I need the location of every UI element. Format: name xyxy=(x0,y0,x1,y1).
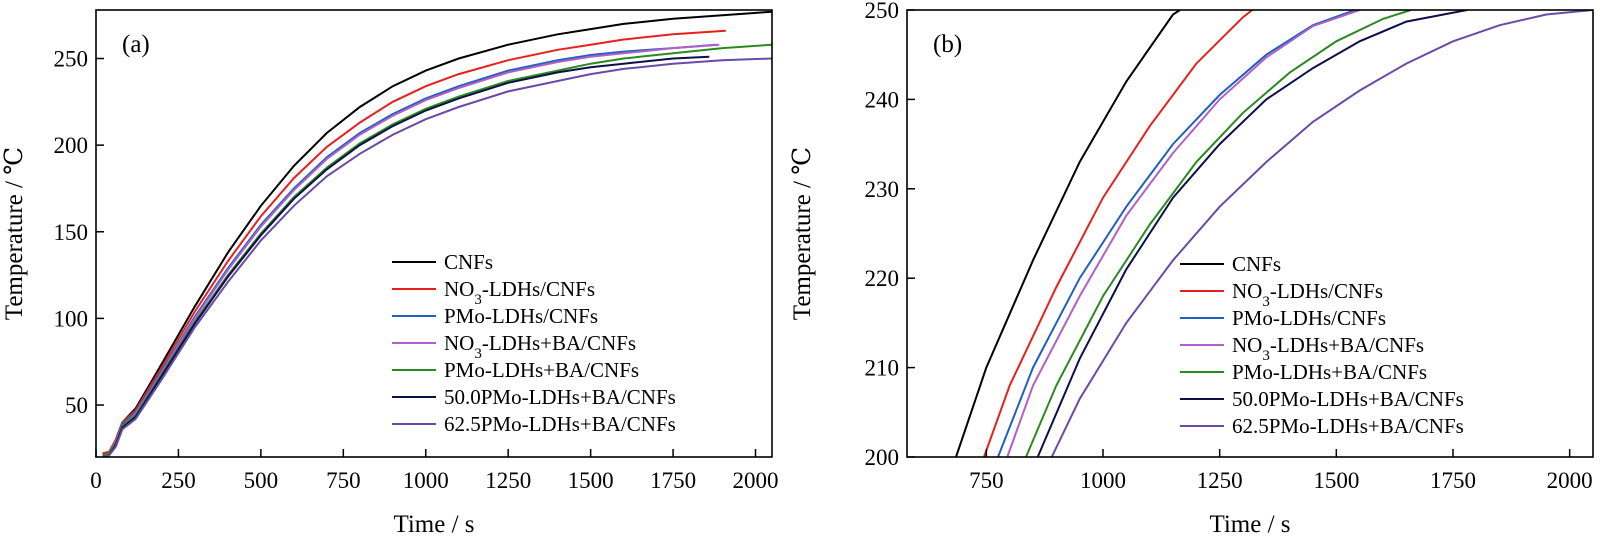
panel-a-plot-frame xyxy=(95,9,773,458)
panel-b-x-tick-label-1: 1000 xyxy=(1080,468,1126,493)
panel-a-x-tick-label-4: 1000 xyxy=(403,468,449,493)
panel-a-panel-label: (a) xyxy=(122,31,150,58)
panel-b-y-axis-title: Temperature / ℃ xyxy=(789,147,816,320)
panel-a-y-tick-label-1: 100 xyxy=(54,306,89,331)
panel-a-series-line-2 xyxy=(102,29,726,455)
panel-a-y-axis-title: Temperature / ℃ xyxy=(1,147,28,320)
panel-a-legend-label-7: 62.5PMo-LDHs+BA/CNFs xyxy=(444,412,676,436)
panel-a-series-line-3 xyxy=(102,43,716,457)
panel-a-legend-label-2: NO3-LDHs/CNFs xyxy=(444,277,595,308)
panel-a-x-tick-label-8: 2000 xyxy=(733,468,779,493)
panel-a-x-tick-label-0: 0 xyxy=(90,468,102,493)
panel-b-legend-label-1: CNFs xyxy=(1232,252,1281,276)
panel-a-series-line-5 xyxy=(102,43,772,457)
panel-b-panel-label: (b) xyxy=(933,31,962,58)
panel-a-series-line-6 xyxy=(102,55,710,457)
panel-b-x-axis-title: Time / s xyxy=(1209,511,1290,538)
panel-b-legend-label-2: NO3-LDHs/CNFs xyxy=(1232,279,1383,310)
panel-a-legend-label-6: 50.0PMo-LDHs+BA/CNFs xyxy=(444,385,676,409)
panel-b-series-line-4 xyxy=(1006,10,1361,457)
panel-b-x-tick-label-2: 1250 xyxy=(1197,468,1243,493)
panel-a-x-tick-label-5: 1250 xyxy=(485,468,531,493)
panel-b: 750 1000 1250 1500 1750 2000 200 210 220 230 240 25… xyxy=(789,0,1594,538)
panel-b-y-tick-label-5: 250 xyxy=(865,0,900,23)
panel-a: 0 250 500 750 1000 1250 1500 1750 2000 50 100 150 20… xyxy=(1,9,779,538)
panel-a-legend-label-4: NO3-LDHs+BA/CNFs xyxy=(444,331,636,362)
panel-b-series-line-6 xyxy=(1036,10,1468,457)
panel-b-y-tick-label-2: 220 xyxy=(865,266,900,291)
panel-a-x-tick-label-7: 1750 xyxy=(650,468,696,493)
panel-a-y-tick-label-3: 200 xyxy=(54,133,89,158)
panel-a-x-tick-label-6: 1500 xyxy=(568,468,614,493)
panel-a-legend-label-3: PMo-LDHs/CNFs xyxy=(444,304,598,328)
panel-a-x-tick-label-1: 250 xyxy=(161,468,196,493)
panel-b-x-tick-label-4: 1750 xyxy=(1430,468,1476,493)
panel-a-x-axis-title: Time / s xyxy=(393,511,474,538)
panel-b-x-tick-label-0: 750 xyxy=(969,468,1004,493)
panel-b-y-tick-label-4: 240 xyxy=(865,87,900,112)
panel-b-series-line-7 xyxy=(1050,10,1593,457)
panel-b-y-tick-label-3: 230 xyxy=(865,177,900,202)
panel-a-legend-label-1: CNFs xyxy=(444,250,493,274)
panel-a-series-line-7 xyxy=(102,57,772,457)
panel-a-y-tick-label-2: 150 xyxy=(54,220,89,245)
panel-b-x-tick-label-5: 2000 xyxy=(1547,468,1593,493)
panel-b-legend-label-5: PMo-LDHs+BA/CNFs xyxy=(1232,360,1427,384)
panel-b-legend-label-4: NO3-LDHs+BA/CNFs xyxy=(1232,333,1424,364)
panel-a-x-tick-label-2: 500 xyxy=(244,468,279,493)
panel-b-legend-label-3: PMo-LDHs/CNFs xyxy=(1232,306,1386,330)
panel-a-y-tick-label-4: 250 xyxy=(54,47,89,72)
panel-b-series-line-1 xyxy=(955,10,1181,457)
panel-b-series-line-5 xyxy=(1025,10,1412,457)
panel-a-x-tick-label-3: 750 xyxy=(326,468,361,493)
panel-b-series-group xyxy=(955,10,1593,457)
panel-b-y-tick-label-1: 210 xyxy=(865,356,900,381)
panel-b-x-tick-label-3: 1500 xyxy=(1313,468,1359,493)
panel-a-y-tick-label-0: 50 xyxy=(65,393,88,418)
panel-b-series-line-3 xyxy=(997,10,1356,457)
panel-b-y-tick-label-0: 200 xyxy=(865,445,900,470)
panel-a-series-group xyxy=(102,10,772,457)
panel-b-series-line-2 xyxy=(983,10,1253,457)
panel-b-legend-label-7: 62.5PMo-LDHs+BA/CNFs xyxy=(1232,414,1464,438)
panel-b-legend-label-6: 50.0PMo-LDHs+BA/CNFs xyxy=(1232,387,1464,411)
panel-a-legend-label-5: PMo-LDHs+BA/CNFs xyxy=(444,358,639,382)
panel-b-plot-frame xyxy=(906,9,1594,458)
